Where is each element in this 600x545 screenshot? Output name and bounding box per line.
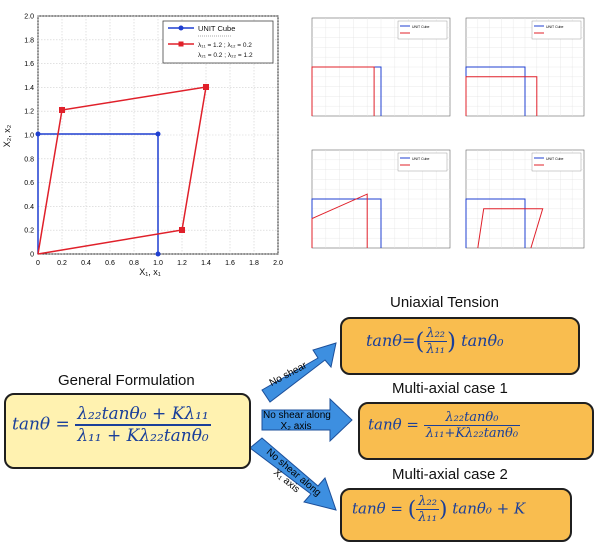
multi2-title: Multi-axial case 2 <box>392 466 508 483</box>
uniaxial-lhs: tanθ= <box>366 331 416 350</box>
mini-deformed-cube <box>477 208 544 249</box>
mini-unit-cube <box>465 198 526 248</box>
mini-legend <box>531 20 582 40</box>
x-tick-label: 0.6 <box>105 260 115 267</box>
arrow-no-shear-x1 <box>249 437 337 511</box>
mini-plots: UNIT Cube UNIT Cube UNIT Cube UNIT Cube <box>311 17 585 249</box>
uniaxial-paren-open: ( <box>415 328 425 355</box>
mini-deformed-cube <box>311 193 368 248</box>
x-tick-label: 0 <box>36 260 40 267</box>
mini-legend-unit-label: UNIT Cube <box>546 25 563 29</box>
uniaxial-fraction: λ₂₂ λ₁₁ <box>424 326 448 357</box>
legend-deformed-label-2: λ₂₁ = 0.2 ; λ₂₂ = 1.2 <box>198 52 253 59</box>
y-tick-label: 2.0 <box>24 14 34 21</box>
mini-legend <box>397 20 448 40</box>
mini-plot: UNIT Cube <box>311 17 451 117</box>
multi2-fraction: λ₂₂ λ₁₁ <box>416 494 439 525</box>
arrow-x2-line1: No shear along <box>263 410 331 421</box>
general-denominator: λ₁₁ + Kλ₂₂tanθ₀ <box>77 426 209 446</box>
general-formula-box <box>4 393 251 469</box>
multi1-formula: tanθ = λ₂₂tanθ₀ λ₁₁+Kλ₂₂tanθ₀ <box>368 410 521 441</box>
y-tick-label: 0 <box>30 252 34 259</box>
multi2-formula-box <box>340 488 572 542</box>
general-lhs: tanθ = <box>12 414 70 435</box>
y-tick-label: 1.4 <box>24 85 34 92</box>
multi2-lhs: tanθ = <box>352 499 403 518</box>
x-tick-label: 0.2 <box>57 260 67 267</box>
legend-deformed-marker <box>178 41 184 47</box>
y-tick-label: 1.6 <box>24 61 34 68</box>
y-tick-label: 0.6 <box>24 180 34 187</box>
y-tick-label: 0.4 <box>24 204 34 211</box>
legend-deformed-label-1: λ₁₁ = 1.2 ; λ₁₂ = 0.2 <box>198 42 252 49</box>
mini-plot: UNIT Cube <box>465 149 585 249</box>
main-y-axis-label: X₂, x₂ <box>2 124 12 147</box>
general-title: General Formulation <box>58 372 195 389</box>
uniaxial-formula: tanθ=(λ₂₂ λ₁₁) tanθ₀ <box>366 326 504 357</box>
uniaxial-paren-close: ) <box>447 328 457 355</box>
arrow-no-shear-x2-label: No shear along X₂ axis <box>263 410 331 432</box>
uniaxial-formula-box <box>340 317 580 375</box>
multi1-denominator: λ₁₁+Kλ₂₂tanθ₀ <box>425 426 519 441</box>
x-tick-label: 1.0 <box>153 260 163 267</box>
main-plot-ticks: 0 0.2 0.4 0.6 0.8 1.0 1.2 1.4 1.6 1.8 2.0 0 0.2 0.4 0.… <box>24 14 283 268</box>
legend-unit-marker <box>178 25 184 31</box>
multi2-denominator: λ₁₁ <box>418 510 437 525</box>
arrow-no-shear-x2 <box>261 397 353 443</box>
x-tick-label: 1.8 <box>249 260 259 267</box>
deformed-cube-point <box>59 107 65 113</box>
general-formula: tanθ = λ₂₂tanθ₀ + Kλ₁₁ λ₁₁ + Kλ₂₂tanθ₀ <box>12 404 211 446</box>
multi2-numerator: λ₂₂ <box>416 494 439 510</box>
multi1-numerator: λ₂₂tanθ₀ <box>423 410 521 426</box>
uniaxial-title: Uniaxial Tension <box>390 294 499 311</box>
deformed-cube-point <box>203 84 209 90</box>
arrow-x2-line2: X₂ axis <box>280 421 312 432</box>
mini-legend <box>531 152 582 172</box>
multi2-paren-close: ) <box>438 497 448 522</box>
multi1-formula-box <box>358 402 594 460</box>
multi1-fraction: λ₂₂tanθ₀ λ₁₁+Kλ₂₂tanθ₀ <box>423 410 521 441</box>
uniaxial-numerator: λ₂₂ <box>424 326 448 342</box>
y-tick-label: 1.8 <box>24 37 34 44</box>
uniaxial-denominator: λ₁₁ <box>426 342 446 357</box>
y-tick-label: 0.8 <box>24 156 34 163</box>
mini-legend-unit-label: UNIT Cube <box>546 157 563 161</box>
multi1-title: Multi-axial case 1 <box>392 380 508 397</box>
mini-legend <box>397 152 448 172</box>
arrow-no-shear <box>261 342 337 403</box>
unit-cube-line <box>37 133 159 254</box>
y-tick-label: 0.2 <box>24 228 34 235</box>
mini-plot: UNIT Cube <box>311 149 451 249</box>
mini-plot: UNIT Cube <box>465 17 585 117</box>
main-x-axis-label: X₁, x₁ <box>139 267 161 277</box>
x-tick-label: 1.2 <box>177 260 187 267</box>
multi1-lhs: tanθ = <box>368 415 419 434</box>
mini-deformed-cube <box>311 66 375 116</box>
mini-deformed-cube <box>465 76 538 116</box>
y-tick-label: 1.2 <box>24 109 34 116</box>
mini-legend-unit-label: UNIT Cube <box>412 157 429 161</box>
x-tick-label: 2.0 <box>273 260 283 267</box>
x-tick-label: 1.4 <box>201 260 211 267</box>
unit-cube-point <box>155 251 161 257</box>
x-tick-label: 0.4 <box>81 260 91 267</box>
unit-cube-point <box>35 131 41 137</box>
multi2-paren-open: ( <box>407 497 417 522</box>
multi2-tail: tanθ₀ + K <box>452 499 526 518</box>
uniaxial-tail: tanθ₀ <box>461 331 504 350</box>
main-plot: 0 0.2 0.4 0.6 0.8 1.0 1.2 1.4 1.6 1.8 2.0 0 0.2 0.4 0.… <box>2 14 283 278</box>
legend-unit-label: UNIT Cube <box>198 24 235 33</box>
mini-legend-unit-label: UNIT Cube <box>412 25 429 29</box>
unit-cube-point <box>155 131 161 137</box>
deformed-cube-point <box>179 227 185 233</box>
general-numerator: λ₂₂tanθ₀ + Kλ₁₁ <box>75 404 211 426</box>
x-tick-label: 0.8 <box>129 260 139 267</box>
y-tick-label: 1.0 <box>24 133 34 140</box>
multi2-formula: tanθ = (λ₂₂ λ₁₁) tanθ₀ + K <box>352 494 525 525</box>
x-tick-label: 1.6 <box>225 260 235 267</box>
general-fraction: λ₂₂tanθ₀ + Kλ₁₁ λ₁₁ + Kλ₂₂tanθ₀ <box>75 404 211 446</box>
